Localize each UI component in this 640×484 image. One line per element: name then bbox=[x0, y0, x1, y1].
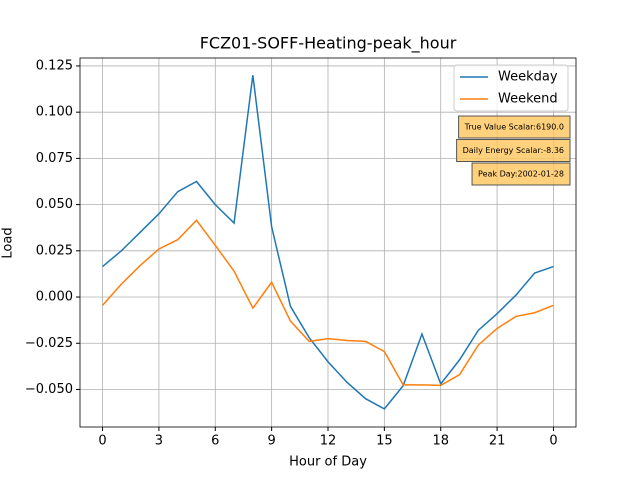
x-tick-label: 3 bbox=[155, 434, 163, 449]
y-tick-label: 0.125 bbox=[36, 58, 73, 73]
y-tick-label: 0.050 bbox=[36, 197, 73, 212]
x-tick-label: 15 bbox=[376, 434, 393, 449]
annotation-box bbox=[456, 139, 571, 162]
x-tick-label: 12 bbox=[320, 434, 337, 449]
chart-title: FCZ01-SOFF-Heating-peak_hour bbox=[200, 34, 457, 54]
data-line bbox=[101, 219, 554, 387]
x-tick-label: 0 bbox=[549, 434, 557, 449]
y-tick-label: 0.025 bbox=[36, 243, 73, 258]
x-tick-label: 18 bbox=[432, 434, 449, 449]
legend-label: Weekend bbox=[498, 92, 558, 107]
annotation-box bbox=[471, 162, 571, 186]
y-tick-label: 0.075 bbox=[36, 151, 73, 166]
x-tick-label: 0 bbox=[98, 434, 106, 449]
annotation-box bbox=[458, 115, 571, 139]
data-line bbox=[102, 75, 554, 410]
x-axis-label: Hour of Day bbox=[289, 455, 367, 470]
annotation: Daily Energy Scalar:-8.36 bbox=[463, 146, 564, 155]
annotation: Peak Day:2002-01-28 bbox=[478, 170, 564, 179]
annotation: True Value Scalar:6190.0 bbox=[464, 123, 564, 132]
x-tick-label: 9 bbox=[267, 434, 275, 449]
y-tick-label: −0.050 bbox=[25, 382, 73, 397]
y-tick-label: −0.025 bbox=[25, 336, 73, 351]
plot-frame bbox=[79, 57, 577, 428]
y-tick-label: 0.100 bbox=[36, 105, 73, 120]
x-tick-label: 6 bbox=[211, 434, 219, 449]
y-tick-label: 0.000 bbox=[36, 290, 73, 305]
legend-label: Weekday bbox=[498, 70, 558, 85]
y-axis-label: Load bbox=[1, 227, 16, 258]
x-tick-label: 21 bbox=[489, 434, 506, 449]
